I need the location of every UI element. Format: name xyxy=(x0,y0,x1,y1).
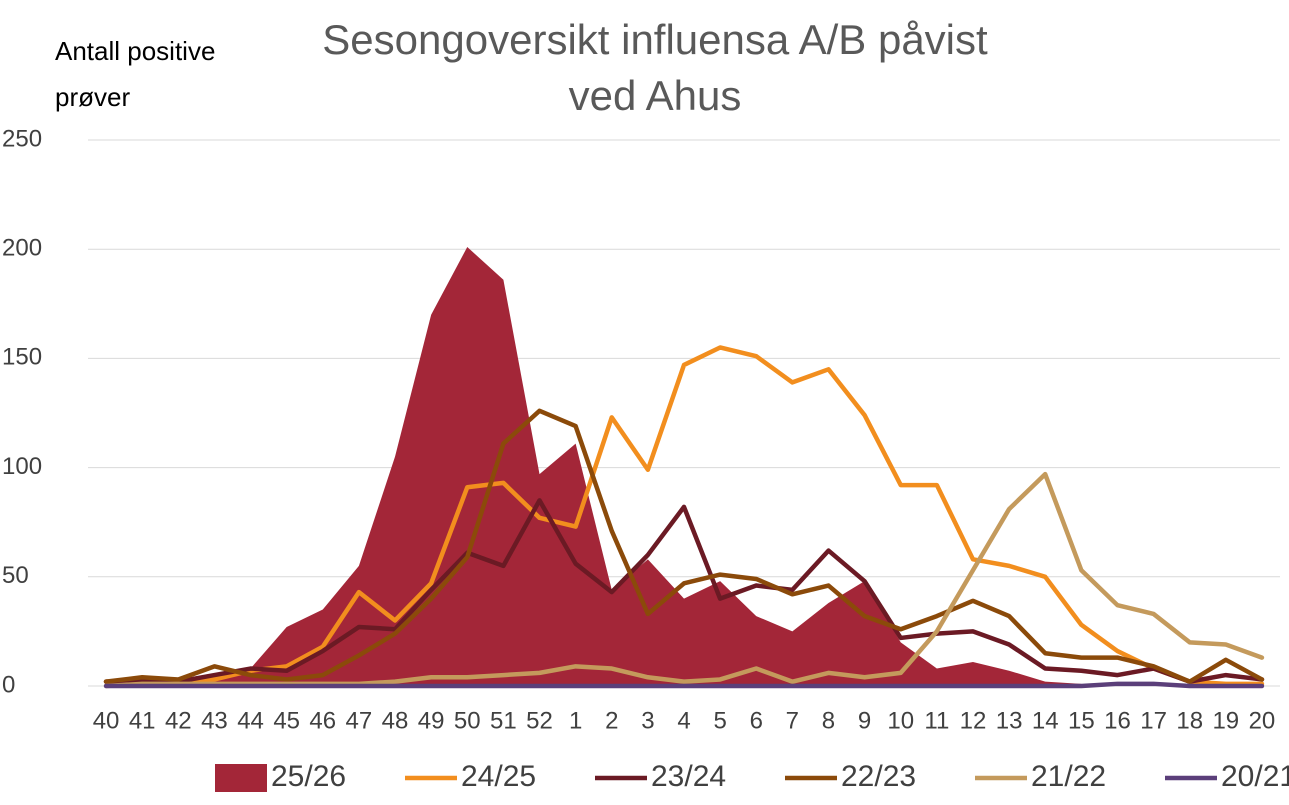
y-tick-label: 50 xyxy=(2,562,29,589)
line xyxy=(103,681,1265,689)
chart-title: Sesongoversikt influensa A/B påvist ved … xyxy=(322,16,988,119)
x-tick-label: 12 xyxy=(960,707,987,734)
x-tick-label: 47 xyxy=(346,707,373,734)
x-tick-label: 19 xyxy=(1212,707,1239,734)
legend-swatch xyxy=(215,764,267,792)
x-tick-label: 15 xyxy=(1068,707,1095,734)
legend-label: 22/23 xyxy=(841,760,916,793)
y-tick-label: 250 xyxy=(2,125,42,152)
x-tick-label: 49 xyxy=(418,707,445,734)
line xyxy=(103,498,1265,684)
x-tick-label: 52 xyxy=(526,707,553,734)
x-tick-label: 46 xyxy=(309,707,336,734)
y-tick-label: 150 xyxy=(2,344,42,371)
x-tick-label: 13 xyxy=(996,707,1023,734)
x-tick-label: 18 xyxy=(1176,707,1203,734)
legend-label: 20/21 xyxy=(1221,760,1289,793)
x-tick-label: 10 xyxy=(887,707,914,734)
x-tick-label: 14 xyxy=(1032,707,1059,734)
legend-label: 24/25 xyxy=(461,760,536,793)
y-tick-label: 200 xyxy=(2,235,42,262)
x-tick-label: 44 xyxy=(237,707,264,734)
x-tick-label: 43 xyxy=(201,707,228,734)
line xyxy=(103,345,1265,687)
x-tick-label: 16 xyxy=(1104,707,1131,734)
x-tick-label: 42 xyxy=(165,707,192,734)
x-tick-label: 51 xyxy=(490,707,517,734)
x-tick-label: 41 xyxy=(129,707,156,734)
y-tick-label: 100 xyxy=(2,453,42,480)
legend-label: 23/24 xyxy=(651,760,726,793)
x-tick-label: 48 xyxy=(382,707,409,734)
y-axis-label: Antall positive prøver xyxy=(55,36,216,112)
x-tick-label: 45 xyxy=(273,707,300,734)
x-tick-label: 40 xyxy=(93,707,120,734)
x-tick-label: 1 xyxy=(569,707,582,734)
y-tick-label: 0 xyxy=(2,671,15,698)
x-tick-label: 17 xyxy=(1140,707,1167,734)
x-tick-label: 6 xyxy=(750,707,763,734)
x-tick-label: 20 xyxy=(1249,707,1276,734)
x-tick-label: 11 xyxy=(924,707,949,734)
x-tick-label: 2 xyxy=(605,707,618,734)
x-tick-label: 9 xyxy=(858,707,871,734)
x-tick-label: 7 xyxy=(786,707,799,734)
x-tick-label: 8 xyxy=(822,707,835,734)
x-tick-label: 3 xyxy=(641,707,654,734)
x-tick-label: 50 xyxy=(454,707,481,734)
x-tick-label: 4 xyxy=(677,707,690,734)
legend-label: 25/26 xyxy=(271,760,346,793)
x-tick-label: 5 xyxy=(713,707,726,734)
legend-label: 21/22 xyxy=(1031,760,1106,793)
line xyxy=(103,408,1265,684)
area xyxy=(106,247,1082,687)
